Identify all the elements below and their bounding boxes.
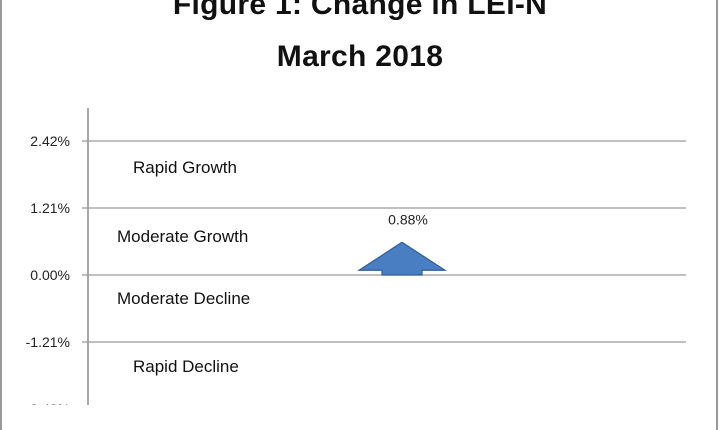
y-tick-label: -1.21%: [26, 334, 70, 350]
value-arrow-marker: [356, 241, 448, 276]
chart-subtitle: March 2018: [276, 40, 444, 73]
chart-plot: 2.42% 1.21% 0.00% -1.21% -2.42% Rapid Growth M…: [26, 108, 686, 405]
zone-label: Rapid Decline: [133, 357, 239, 376]
y-tick-label: -2.42%: [26, 401, 70, 405]
zone-label: Moderate Growth: [117, 227, 248, 246]
chart-title: Figure 1: Change in LEI-N: [172, 0, 548, 21]
y-tick-label: 2.42%: [30, 133, 70, 149]
zone-label: Moderate Decline: [117, 289, 250, 308]
zone-label: Rapid Growth: [133, 158, 237, 177]
y-tick-label: 0.00%: [30, 267, 70, 283]
data-label: 0.88%: [388, 211, 428, 227]
y-tick-label: 1.21%: [30, 200, 70, 216]
